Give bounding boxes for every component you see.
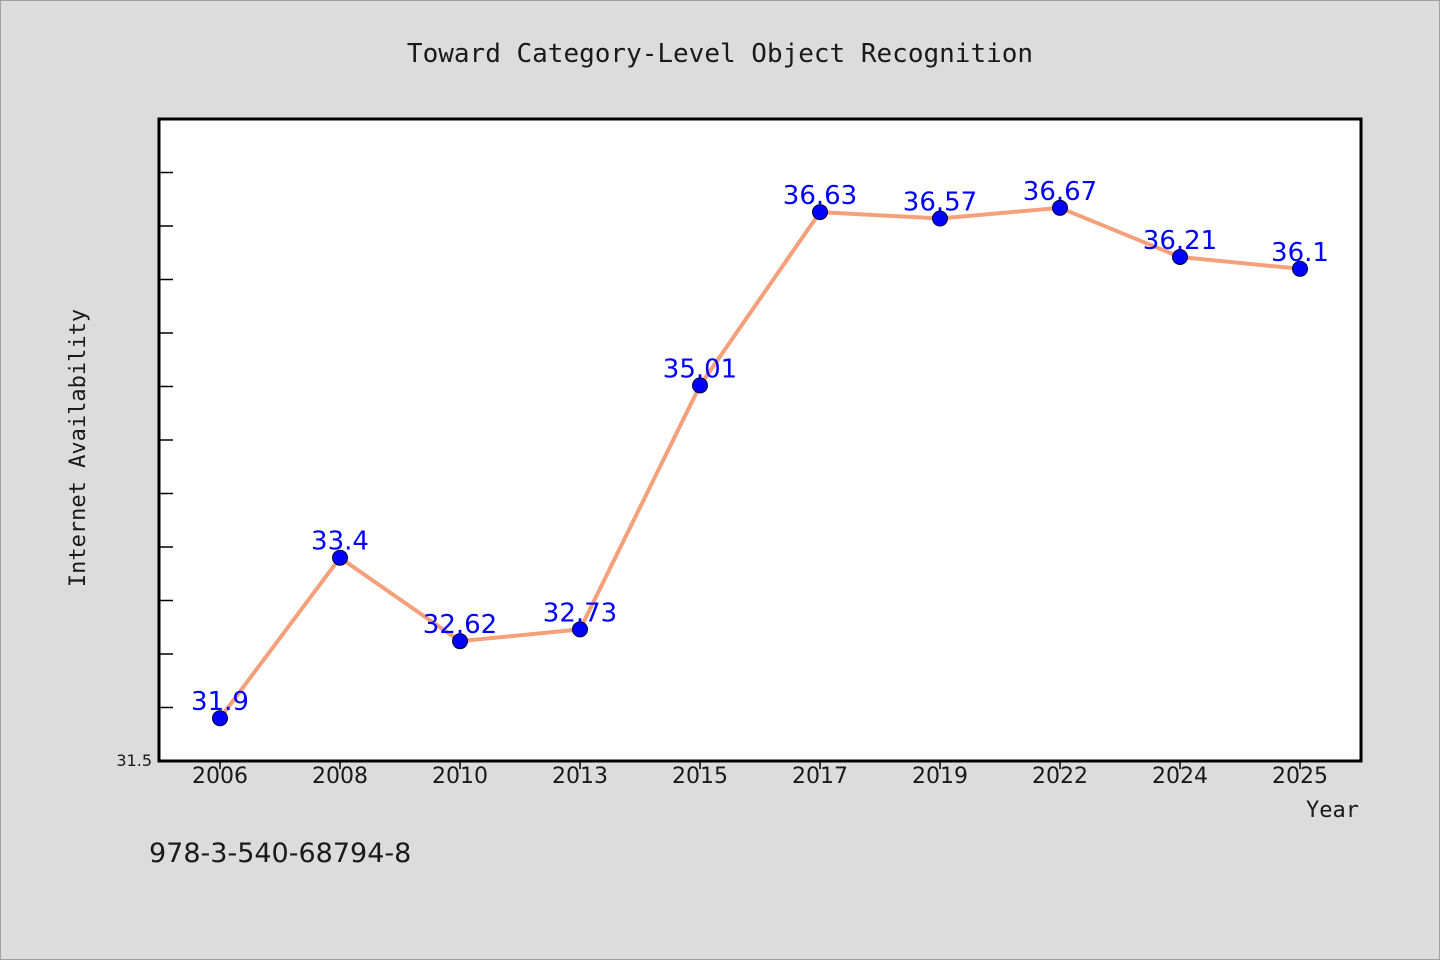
x-tick-label: 2017 bbox=[792, 764, 848, 789]
x-tick-label: 2010 bbox=[432, 764, 488, 789]
data-point bbox=[332, 549, 348, 566]
data-point bbox=[932, 210, 948, 227]
x-axis-label: Year bbox=[1306, 798, 1359, 823]
x-tick-label: 2013 bbox=[552, 764, 608, 789]
x-tick-label: 2019 bbox=[912, 764, 968, 789]
x-axis-ticks: 2006 2008 2010 2013 2015 2017 2019 2022 2024 2025 bbox=[192, 761, 1328, 789]
data-point bbox=[572, 621, 588, 638]
data-point bbox=[1052, 199, 1068, 216]
data-point bbox=[1172, 249, 1188, 266]
data-point bbox=[692, 377, 708, 394]
y-axis-min-label: 31.5 bbox=[116, 751, 152, 770]
chart-title: Toward Category-Level Object Recognition bbox=[407, 39, 1033, 69]
footer-code: 978-3-540-68794-8 bbox=[149, 838, 411, 869]
series-line bbox=[218, 205, 1301, 720]
y-axis-ticks bbox=[159, 171, 173, 709]
data-point bbox=[812, 204, 828, 221]
y-axis-label: Internet Availability bbox=[66, 309, 91, 587]
x-tick-label: 2022 bbox=[1032, 764, 1088, 789]
x-tick-label: 2008 bbox=[312, 764, 368, 789]
x-tick-label: 2024 bbox=[1152, 764, 1208, 789]
data-point bbox=[1292, 260, 1308, 277]
data-point bbox=[452, 633, 468, 650]
plot-area bbox=[157, 117, 1363, 763]
x-tick-label: 2025 bbox=[1272, 764, 1328, 789]
x-tick-label: 2006 bbox=[192, 764, 248, 789]
x-tick-label: 2015 bbox=[672, 764, 728, 789]
data-point bbox=[212, 710, 228, 727]
